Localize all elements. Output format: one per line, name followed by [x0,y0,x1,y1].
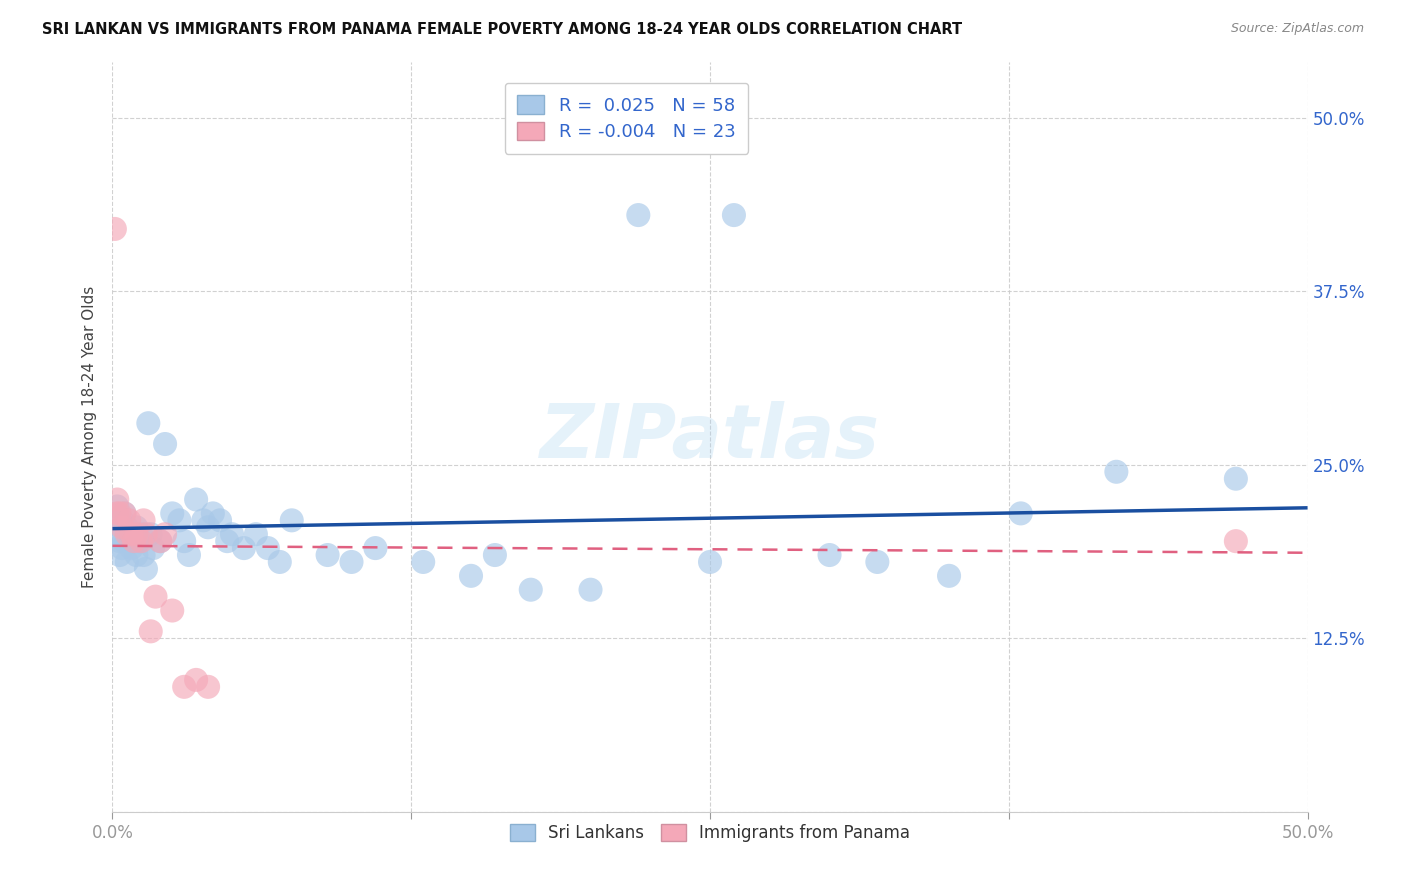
Point [209,513,232,527]
Point [173,534,195,549]
Point [460,569,482,583]
Point [197,520,219,534]
Point [281,513,304,527]
Point [105,492,128,507]
Y-axis label: Female Poverty Among 18-24 Year Olds: Female Poverty Among 18-24 Year Olds [82,286,97,588]
Point [142,541,165,555]
Point [1225,534,1247,549]
Point [186,673,208,687]
Point [412,555,434,569]
Point [105,500,128,514]
Point [115,555,138,569]
Point [129,527,152,541]
Point [125,548,148,562]
Point [245,527,267,541]
Point [217,534,239,549]
Point [111,541,134,555]
Point [132,513,155,527]
Point [149,534,172,549]
Point [129,534,152,549]
Point [1225,472,1247,486]
Point [149,534,172,549]
Point [139,527,162,541]
Point [135,562,157,576]
Point [699,555,721,569]
Text: SRI LANKAN VS IMMIGRANTS FROM PANAMA FEMALE POVERTY AMONG 18-24 YEAR OLDS CORREL: SRI LANKAN VS IMMIGRANTS FROM PANAMA FEM… [42,22,962,37]
Point [257,541,280,555]
Point [627,208,650,222]
Point [139,624,162,639]
Point [118,513,141,527]
Point [197,680,219,694]
Point [269,555,291,569]
Point [135,527,157,541]
Point [938,569,960,583]
Point [186,492,208,507]
Point [105,527,128,541]
Point [169,513,191,527]
Point [221,527,243,541]
Point [121,541,143,555]
Point [104,222,127,236]
Text: ZIPatlas: ZIPatlas [540,401,880,474]
Point [122,534,145,549]
Point [111,520,134,534]
Legend: Sri Lankans, Immigrants from Panama: Sri Lankans, Immigrants from Panama [503,817,917,848]
Point [177,548,200,562]
Point [125,520,148,534]
Point [104,513,127,527]
Point [233,541,256,555]
Point [866,555,889,569]
Point [115,527,138,541]
Point [114,534,135,549]
Point [108,534,131,549]
Point [723,208,745,222]
Point [153,437,176,451]
Point [108,507,131,521]
Point [128,534,150,549]
Point [173,680,195,694]
Point [340,555,363,569]
Point [153,527,176,541]
Point [162,603,183,617]
Point [520,582,543,597]
Point [118,527,141,541]
Point [132,548,155,562]
Point [316,548,339,562]
Point [105,507,128,521]
Point [121,527,143,541]
Point [111,513,134,527]
Point [201,507,224,521]
Point [122,534,145,549]
Point [364,541,387,555]
Point [1105,465,1128,479]
Point [114,507,135,521]
Point [114,507,135,521]
Point [145,590,167,604]
Point [125,527,148,541]
Point [818,548,841,562]
Point [193,513,215,527]
Text: Source: ZipAtlas.com: Source: ZipAtlas.com [1230,22,1364,36]
Point [138,416,160,430]
Point [115,520,138,534]
Point [484,548,506,562]
Point [108,548,131,562]
Point [162,507,183,521]
Point [1010,507,1032,521]
Point [579,582,602,597]
